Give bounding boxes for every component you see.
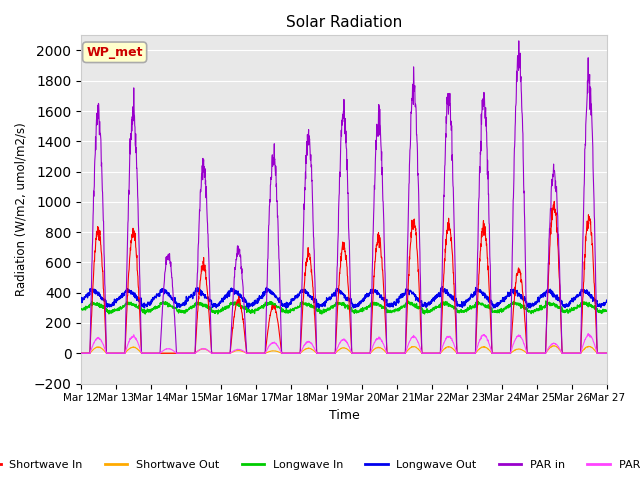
Y-axis label: Radiation (W/m2, umol/m2/s): Radiation (W/m2, umol/m2/s)	[15, 122, 28, 296]
Title: Solar Radiation: Solar Radiation	[286, 15, 402, 30]
Legend: Shortwave In, Shortwave Out, Longwave In, Longwave Out, PAR in, PAR out: Shortwave In, Shortwave Out, Longwave In…	[0, 456, 640, 474]
Text: WP_met: WP_met	[86, 46, 143, 59]
X-axis label: Time: Time	[329, 409, 360, 422]
